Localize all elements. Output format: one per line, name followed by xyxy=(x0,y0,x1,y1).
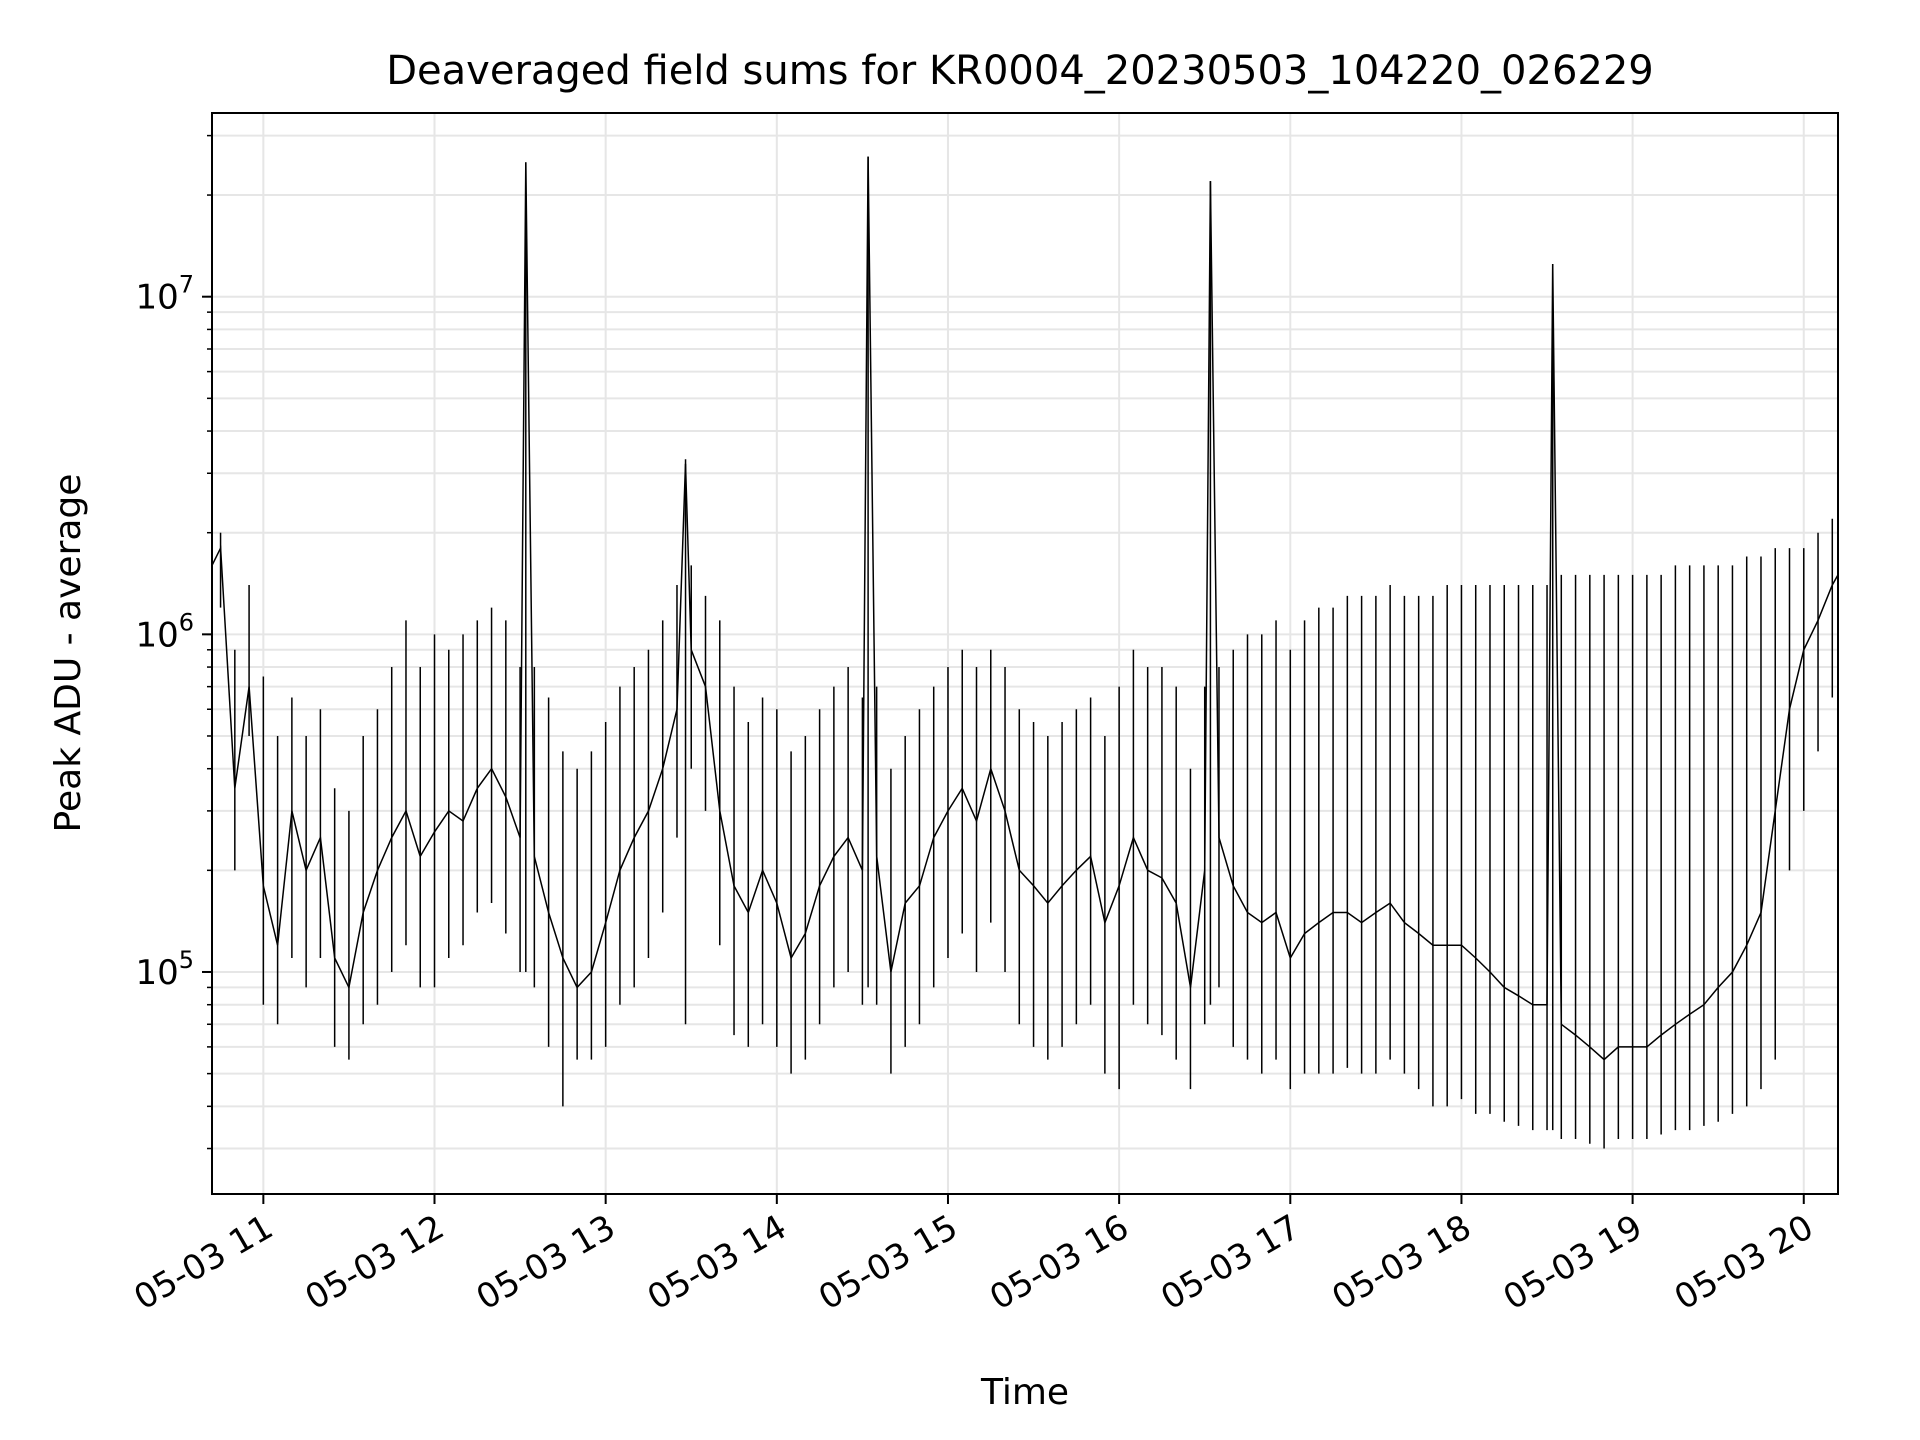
y-tick-label: 105 xyxy=(135,946,194,993)
x-axis-label: Time xyxy=(980,1372,1069,1413)
y-tick-label: 107 xyxy=(135,271,194,318)
series-layer xyxy=(211,156,1839,1149)
y-axis-label: Peak ADU - average xyxy=(48,474,89,833)
y-tick-label: 106 xyxy=(135,608,194,655)
y-axis: 105 106 107 xyxy=(135,134,212,1150)
plot-frame xyxy=(211,112,1839,1195)
chart-title: Deaveraged field sums for KR0004_2023050… xyxy=(386,48,1654,94)
